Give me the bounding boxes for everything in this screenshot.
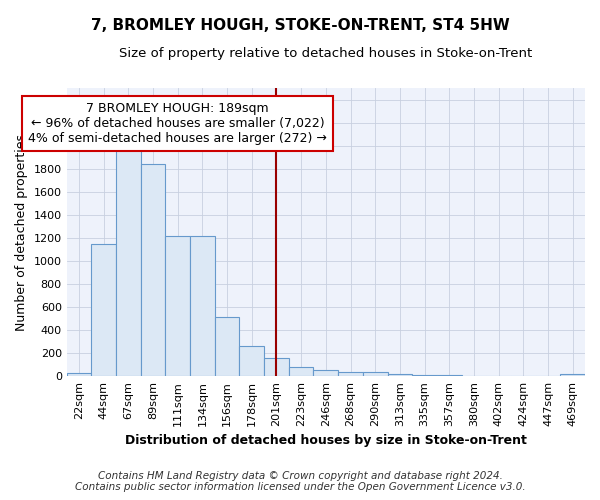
Bar <box>116 150 141 376</box>
Bar <box>264 358 289 376</box>
Text: Contains HM Land Registry data © Crown copyright and database right 2024.
Contai: Contains HM Land Registry data © Crown c… <box>74 471 526 492</box>
X-axis label: Distribution of detached houses by size in Stoke-on-Trent: Distribution of detached houses by size … <box>125 434 527 448</box>
Bar <box>338 372 363 376</box>
Bar <box>388 374 412 376</box>
Bar <box>437 375 461 376</box>
Bar <box>141 164 166 376</box>
Bar <box>313 370 338 376</box>
Bar <box>412 375 437 376</box>
Bar <box>67 372 91 376</box>
Y-axis label: Number of detached properties: Number of detached properties <box>15 134 28 330</box>
Title: Size of property relative to detached houses in Stoke-on-Trent: Size of property relative to detached ho… <box>119 48 532 60</box>
Text: 7 BROMLEY HOUGH: 189sqm
← 96% of detached houses are smaller (7,022)
4% of semi-: 7 BROMLEY HOUGH: 189sqm ← 96% of detache… <box>28 102 327 145</box>
Bar <box>91 244 116 376</box>
Bar <box>239 346 264 376</box>
Bar <box>166 236 190 376</box>
Bar <box>560 374 585 376</box>
Bar <box>289 367 313 376</box>
Bar <box>215 318 239 376</box>
Bar <box>190 236 215 376</box>
Text: 7, BROMLEY HOUGH, STOKE-ON-TRENT, ST4 5HW: 7, BROMLEY HOUGH, STOKE-ON-TRENT, ST4 5H… <box>91 18 509 32</box>
Bar <box>363 372 388 376</box>
